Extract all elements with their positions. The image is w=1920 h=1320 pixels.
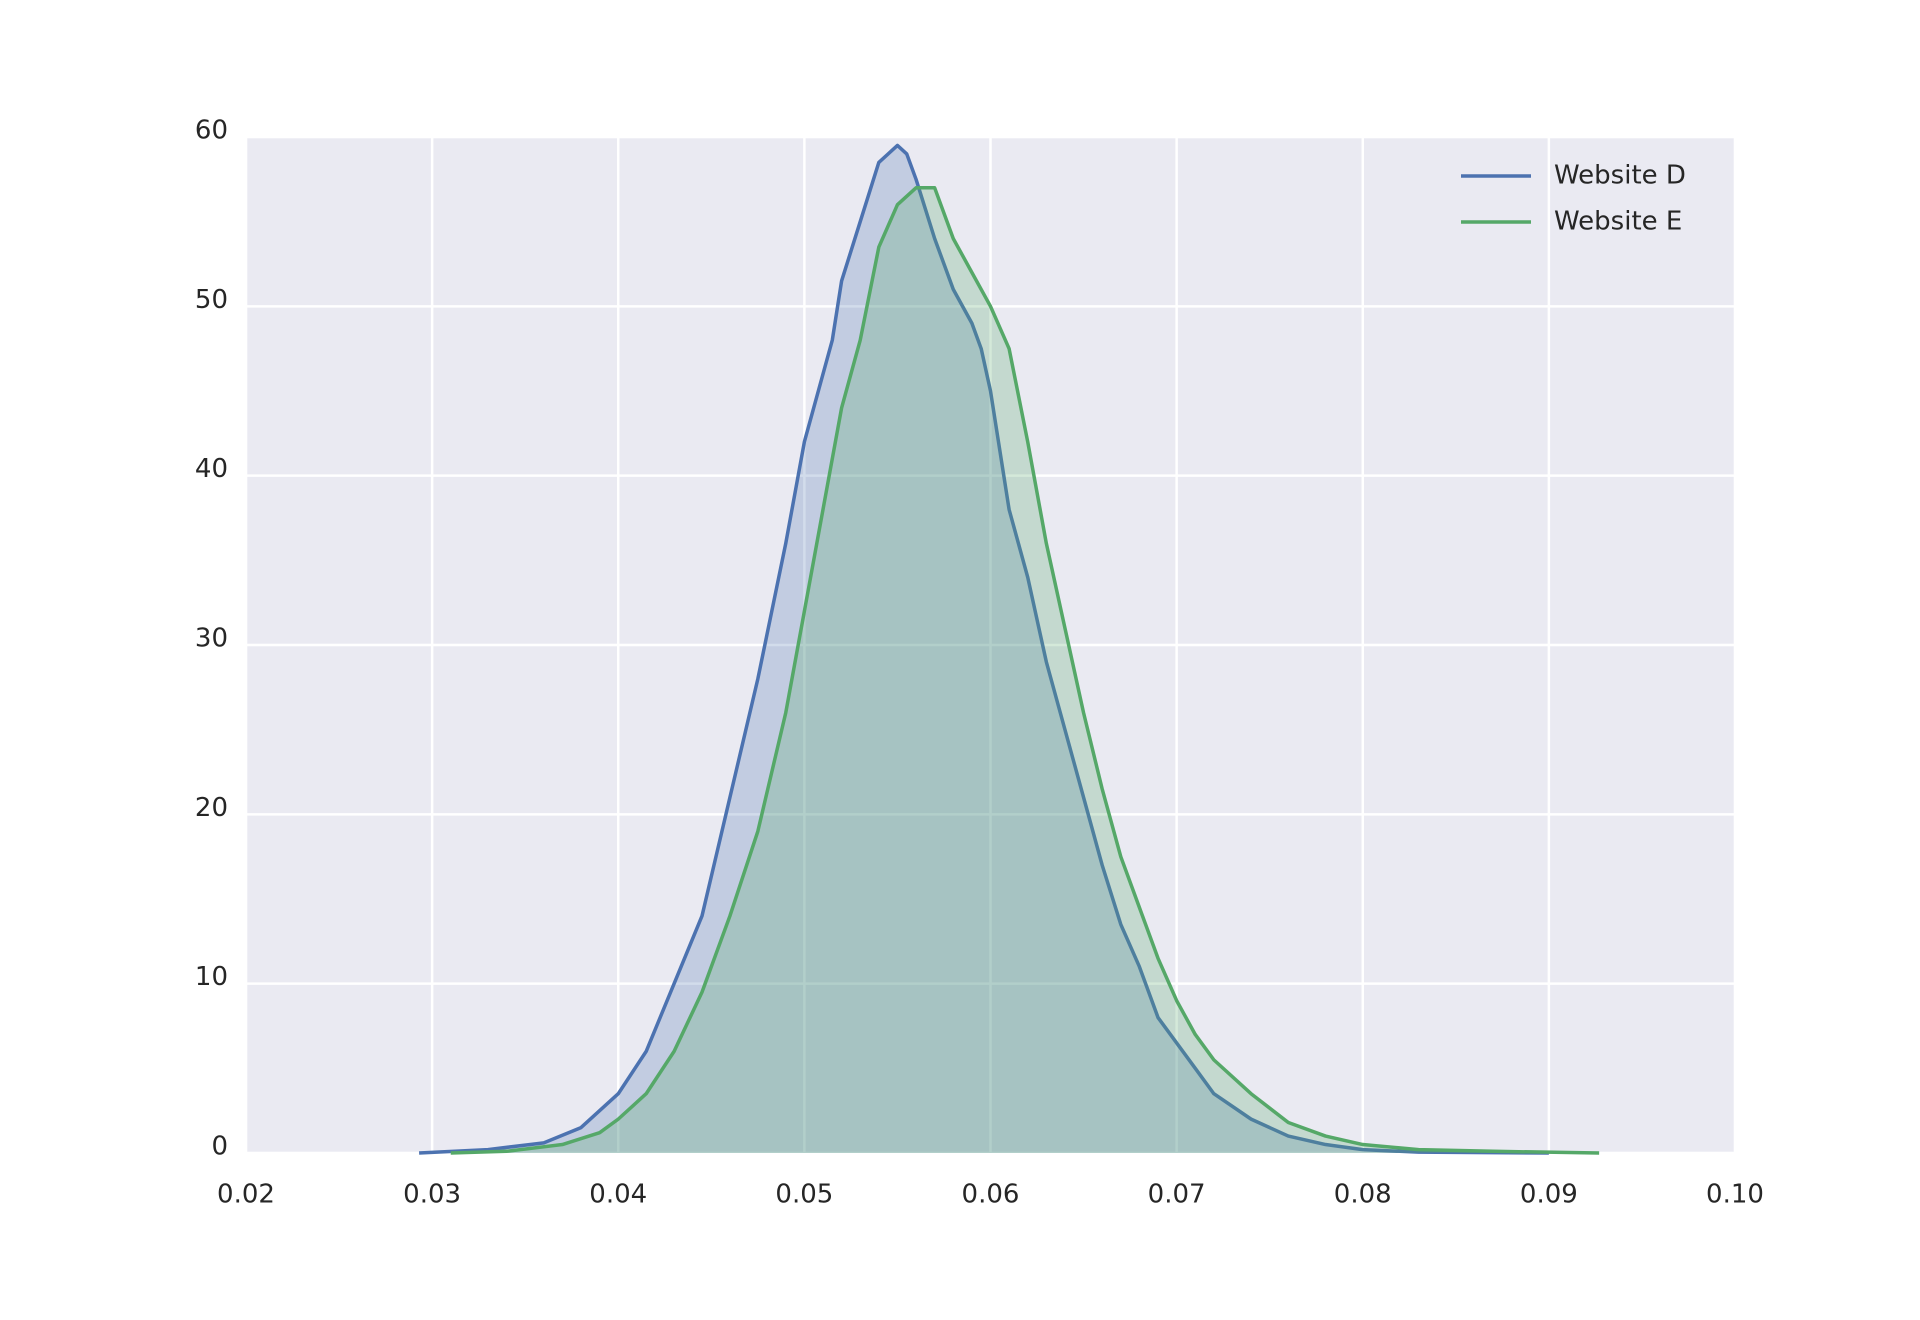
x-tick-label: 0.08 bbox=[1334, 1180, 1392, 1210]
y-tick-label: 40 bbox=[195, 454, 228, 484]
y-tick-label: 30 bbox=[195, 624, 228, 654]
x-tick-label: 0.06 bbox=[962, 1180, 1020, 1210]
legend-label: Website E bbox=[1554, 207, 1682, 237]
kde-area bbox=[419, 145, 1549, 1154]
kde-line bbox=[450, 186, 1600, 1155]
x-tick-label: 0.09 bbox=[1520, 1180, 1578, 1210]
x-tick-label: 0.03 bbox=[403, 1180, 461, 1210]
x-tick-label: 0.07 bbox=[1148, 1180, 1206, 1210]
x-tick-label: 0.10 bbox=[1706, 1180, 1764, 1210]
x-tick-label: 0.04 bbox=[589, 1180, 647, 1210]
y-tick-label: 50 bbox=[195, 285, 228, 315]
y-tick-label: 0 bbox=[211, 1132, 228, 1162]
x-tick-label: 0.02 bbox=[217, 1180, 275, 1210]
y-tick-label: 20 bbox=[195, 793, 228, 823]
legend-label: Website D bbox=[1554, 161, 1686, 191]
kde-area bbox=[450, 187, 1600, 1154]
kde-line bbox=[419, 143, 1549, 1155]
y-tick-label: 10 bbox=[195, 962, 228, 992]
y-tick-label: 60 bbox=[195, 116, 228, 146]
x-tick-label: 0.05 bbox=[775, 1180, 833, 1210]
